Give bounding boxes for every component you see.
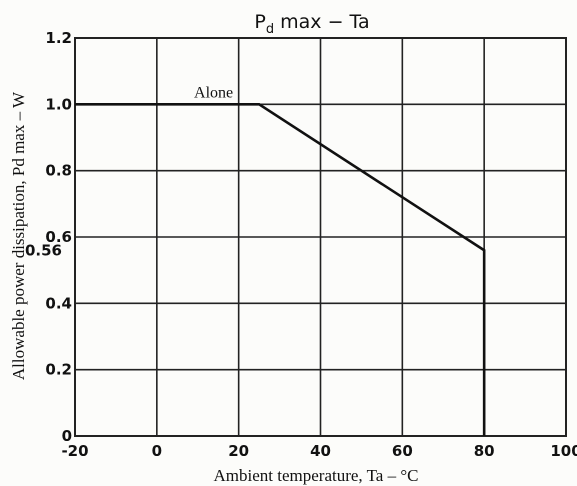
y-tick-label-2: 0.4	[45, 294, 72, 312]
x-tick-label-4: 60	[392, 442, 413, 460]
chart-title-subscript: d	[266, 22, 274, 37]
plot-frame	[74, 37, 567, 437]
y-axis-label: Allowable power dissipation, Pd max – W	[9, 91, 28, 380]
y-tick-label-3: 0.6	[45, 228, 72, 246]
x-tick-labels: -20 0 20 40 60 80 100	[61, 442, 577, 460]
y-tick-label-5: 1.0	[45, 95, 72, 113]
x-tick-label-2: 20	[228, 442, 249, 460]
x-axis-label: Ambient temperature, Ta – °C	[214, 466, 419, 485]
chart-title-main: P	[254, 11, 265, 33]
y-tick-labels: 0 0.2 0.4 0.6 0.8 1.0 1.2 0.56	[25, 29, 72, 445]
x-tick-label-6: 100	[550, 442, 577, 460]
x-tick-label-5: 80	[474, 442, 495, 460]
y-tick-label-4: 0.8	[45, 162, 72, 180]
series-line-alone	[75, 103, 486, 436]
y-tick-label-6: 1.2	[45, 29, 72, 47]
grid	[75, 38, 566, 436]
x-tick-label-1: 0	[152, 442, 162, 460]
x-tick-label-3: 40	[310, 442, 331, 460]
chart-title: Pd max − Ta	[254, 11, 369, 37]
y-tick-label-extra: 0.56	[25, 241, 62, 259]
chart-title-rest: max − Ta	[274, 11, 370, 33]
y-tick-label-0: 0	[62, 427, 72, 445]
series-label-alone: Alone	[194, 84, 233, 101]
x-tick-label-0: -20	[61, 442, 88, 460]
y-tick-label-1: 0.2	[45, 361, 72, 379]
